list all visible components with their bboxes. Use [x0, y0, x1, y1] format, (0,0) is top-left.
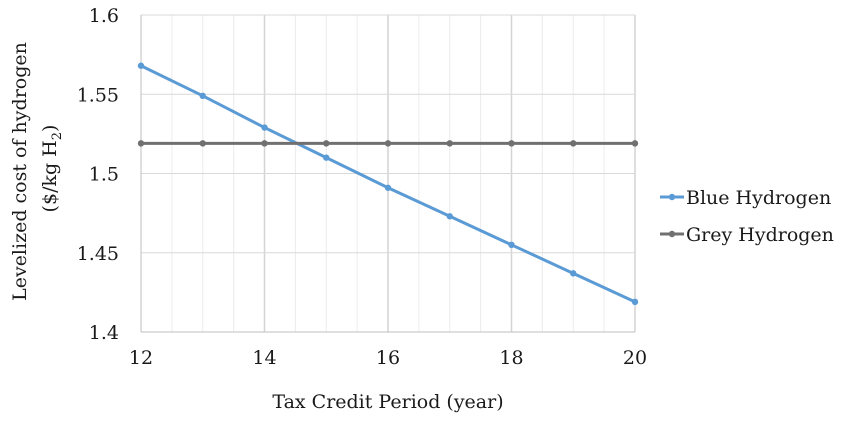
- data-point: [199, 140, 206, 147]
- y-axis-title-unit: ($/kg H: [39, 140, 61, 212]
- data-point: [137, 62, 145, 69]
- legend-item: Grey Hydrogen: [660, 224, 834, 246]
- data-point: [261, 140, 268, 147]
- data-point: [446, 213, 453, 220]
- series-blue-hydrogen: [137, 62, 639, 306]
- data-point: [323, 140, 330, 147]
- x-tick-label: 12: [129, 347, 153, 369]
- data-point: [384, 184, 392, 191]
- y-tick-label: 1.4: [89, 322, 119, 344]
- tick-labels: 12 14 16 18 20 1.4 1.45 1.5 1.55 1.6: [77, 5, 647, 369]
- data-point: [261, 124, 268, 131]
- grid: [141, 14, 636, 332]
- x-tick-label: 14: [252, 347, 276, 369]
- data-point: [570, 140, 577, 147]
- y-tick-label: 1.5: [89, 164, 119, 186]
- legend-item: Blue Hydrogen: [660, 187, 831, 209]
- x-tick-label: 18: [499, 347, 523, 369]
- legend: Blue Hydrogen Grey Hydrogen: [660, 187, 834, 246]
- data-point: [446, 140, 453, 147]
- data-point: [508, 241, 515, 249]
- y-axis-title-line1: Levelized cost of hydrogen: [9, 42, 31, 301]
- y-tick-label: 1.6: [89, 5, 119, 27]
- data-point: [570, 270, 577, 277]
- y-axis-title: Levelized cost of hydrogen ($/kg H2): [9, 36, 65, 301]
- data-point: [199, 92, 206, 100]
- y-axis-title-unit-close: ): [39, 125, 61, 132]
- data-point: [631, 298, 639, 306]
- x-axis-title: Tax Credit Period (year): [272, 391, 503, 413]
- series-layer: [137, 62, 639, 306]
- y-tick-label: 1.45: [77, 243, 119, 265]
- x-tick-label: 16: [376, 347, 400, 369]
- data-point: [384, 140, 392, 147]
- series-grey-hydrogen: [137, 140, 639, 147]
- data-point: [508, 140, 515, 147]
- legend-swatch-marker: [668, 230, 676, 238]
- data-point: [631, 140, 639, 147]
- legend-label: Grey Hydrogen: [686, 224, 834, 246]
- x-tick-label: 20: [623, 347, 647, 369]
- y-tick-label: 1.55: [77, 84, 119, 106]
- legend-label: Blue Hydrogen: [686, 187, 831, 209]
- data-point: [137, 140, 145, 147]
- y-axis-title-subscript: 2: [50, 132, 65, 140]
- legend-swatch-marker: [668, 193, 676, 201]
- data-point: [323, 154, 330, 161]
